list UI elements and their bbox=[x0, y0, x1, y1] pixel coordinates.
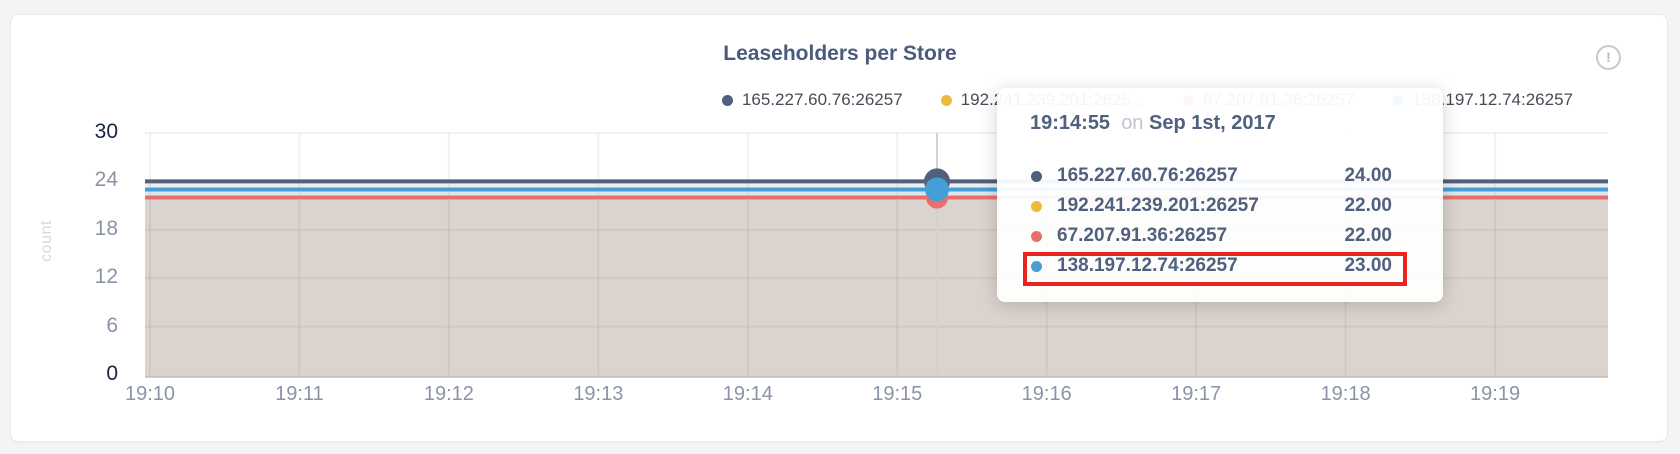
y-tick-label: 6 bbox=[106, 313, 118, 337]
y-tick-label: 0 bbox=[106, 362, 118, 385]
tooltip-series-dot bbox=[1031, 170, 1042, 182]
y-tick-label: 12 bbox=[94, 265, 118, 289]
tooltip-series-name: 138.197.12.74:26257 bbox=[1057, 255, 1238, 276]
y-tick-label: 24 bbox=[94, 168, 118, 192]
x-tick-label: 19:13 bbox=[573, 383, 624, 405]
legend-item[interactable]: 165.227.60.76:26257 bbox=[721, 90, 903, 110]
x-tick-label: 19:19 bbox=[1470, 383, 1521, 405]
tooltip-series-name: 192.241.239.201:26257 bbox=[1057, 195, 1259, 216]
tooltip-series-dot bbox=[1031, 200, 1042, 212]
info-icon[interactable]: ! bbox=[1596, 45, 1621, 70]
y-tick-label: 18 bbox=[94, 216, 118, 240]
chart-title: Leaseholders per Store bbox=[723, 42, 957, 65]
x-tick-label: 19:15 bbox=[872, 383, 923, 405]
tooltip-series-name: 67.207.91.36:26257 bbox=[1057, 225, 1228, 246]
legend-series-dot bbox=[940, 94, 952, 106]
tooltip-series-dot bbox=[1031, 230, 1042, 242]
x-tick-label: 19:18 bbox=[1320, 383, 1371, 405]
x-tick-label: 19:14 bbox=[722, 383, 773, 405]
tooltip-rows: 165.227.60.76:26257 24.00 192.241.239.20… bbox=[997, 161, 1443, 281]
x-tick-label: 19:10 bbox=[124, 383, 176, 405]
x-tick-label: 19:12 bbox=[423, 383, 474, 405]
x-tick-label: 19:11 bbox=[275, 383, 324, 405]
tooltip-series-value: 22.00 bbox=[1344, 225, 1392, 246]
tooltip-on-text: on bbox=[1121, 112, 1144, 134]
tooltip-series-value: 23.00 bbox=[1344, 255, 1392, 276]
tooltip-row: 67.207.91.36:26257 22.00 bbox=[997, 221, 1443, 251]
tooltip-time: 19:14:55 bbox=[1030, 112, 1111, 134]
tooltip-row: 138.197.12.74:26257 23.00 bbox=[997, 251, 1443, 281]
legend-series-label: 165.227.60.76:26257 bbox=[741, 90, 903, 109]
x-tick-label: 19:16 bbox=[1021, 383, 1072, 405]
tooltip-timestamp: 19:14:55 on Sep 1st, 2017 bbox=[1030, 112, 1276, 135]
y-tick-label: 30 bbox=[94, 119, 118, 143]
tooltip-row: 192.241.239.201:26257 22.00 bbox=[997, 191, 1443, 221]
tooltip-series-value: 22.00 bbox=[1344, 195, 1392, 216]
x-tick-label: 19:17 bbox=[1171, 383, 1222, 405]
legend-series-label: 138.197.12.74:26257 bbox=[1412, 90, 1573, 109]
tooltip-row: 165.227.60.76:26257 24.00 bbox=[997, 161, 1443, 191]
tooltip-date: Sep 1st, 2017 bbox=[1149, 112, 1276, 134]
tooltip-series-dot bbox=[1031, 260, 1042, 272]
hover-tooltip: 19:14:55 on Sep 1st, 2017 165.227.60.76:… bbox=[997, 88, 1443, 302]
tooltip-series-name: 165.227.60.76:26257 bbox=[1057, 165, 1238, 186]
tooltip-series-value: 24.00 bbox=[1344, 165, 1392, 186]
legend-series-dot bbox=[721, 94, 733, 106]
